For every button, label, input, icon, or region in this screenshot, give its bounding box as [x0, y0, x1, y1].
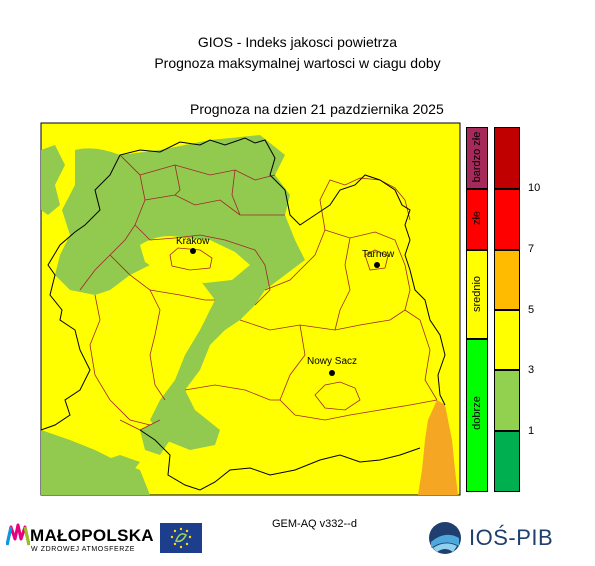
legend-cat-srednio [466, 250, 488, 339]
malopolska-name: MAŁOPOLSKA [30, 526, 154, 545]
legend-step-1 [494, 431, 520, 492]
legend-label-dobrze: dobrze [471, 396, 483, 430]
map-subtitle: Prognoza maksymalnej wartosci w ciagu do… [154, 55, 441, 71]
eu-life-logo-icon [160, 523, 202, 553]
legend-cat-bardzo-zle [466, 127, 488, 189]
legend-tick-3: 3 [528, 364, 535, 376]
city-marker-krakow [190, 248, 196, 254]
legend-tick-1: 1 [528, 425, 535, 437]
city-marker-nowy-sacz [329, 370, 335, 376]
legend-tick-7: 7 [528, 243, 535, 255]
city-nowy-sacz: Nowy Sacz [307, 356, 357, 376]
legend-step-3 [494, 310, 520, 370]
city-marker-tarnow [374, 262, 380, 268]
legend-label-bardzo-zle: bardzo złe [471, 131, 483, 183]
map-title: GIOS - Indeks jakosci powietrza [197, 34, 398, 50]
green-zone-s [90, 455, 140, 475]
orange-zone-southeast [418, 400, 458, 495]
city-label-tarnow: Tarnow [362, 249, 395, 260]
legend-tick-5: 5 [528, 304, 535, 316]
model-version: GEM-AQ v332--d [272, 518, 357, 530]
legend-step-6 [494, 127, 520, 189]
city-label-krakow: Krakow [176, 236, 210, 247]
yellow-zone-krakow [140, 236, 250, 283]
region-borders [40, 137, 446, 491]
legend-step-5 [494, 189, 520, 250]
malopolska-logo-icon [6, 523, 30, 546]
legend-cat-zle [466, 189, 488, 250]
legend-label-zle: złe [471, 210, 483, 226]
city-label-nowy-sacz: Nowy Sacz [307, 356, 357, 367]
ios-pib-name: IOŚ-PIB [469, 525, 554, 550]
legend-step-2 [494, 370, 520, 431]
county-borders [79, 154, 438, 431]
green-zone-se [140, 420, 170, 455]
legend-step-4 [494, 250, 520, 310]
forecast-date: Prognoza na dzien 21 pazdziernika 2025 [190, 101, 444, 117]
green-zone-north [55, 135, 305, 450]
malopolska-tagline: W ZDROWEJ ATMOSFERZE [31, 546, 136, 553]
city-tarnow: Tarnow [362, 249, 395, 268]
legend-tick-10: 10 [528, 182, 541, 194]
green-zone-west [41, 145, 65, 215]
green-zone-sw [41, 430, 150, 495]
ios-pib-logo-icon [429, 522, 461, 554]
city-krakow: Krakow [176, 236, 210, 254]
green-zones [41, 135, 305, 495]
legend-cat-dobrze [466, 339, 488, 492]
legend-label-srednio: srednio [471, 275, 483, 313]
